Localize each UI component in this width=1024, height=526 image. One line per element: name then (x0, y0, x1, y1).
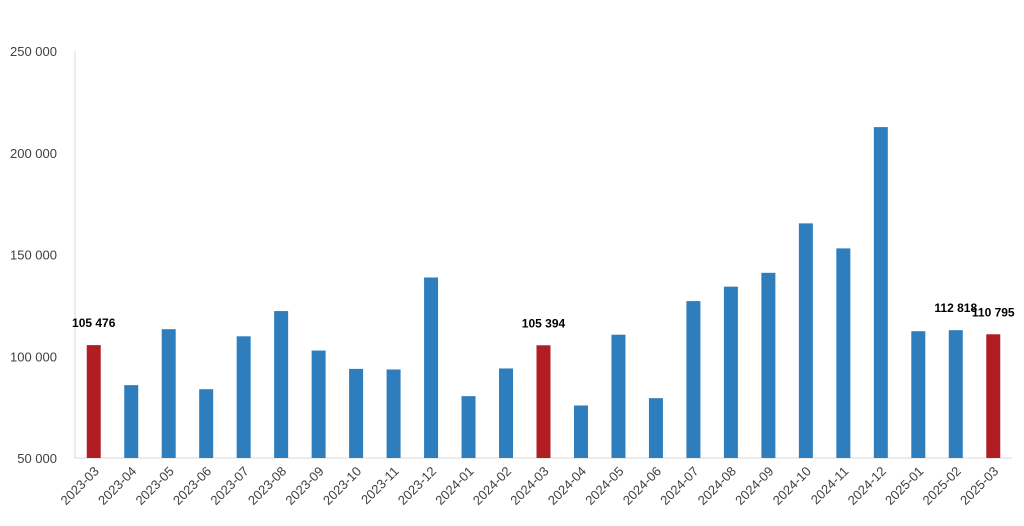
y-axis-labels: 50 000 100 000 150 000 200 000 250 000 (10, 44, 57, 466)
y-tick-label: 150 000 (10, 248, 57, 263)
x-tick-label: 2024-03 (507, 464, 551, 508)
bar-2025-02 (948, 330, 963, 458)
bar-2023-04 (124, 385, 139, 458)
x-tick-label: 2023-08 (245, 464, 289, 508)
bar-2024-04 (573, 405, 588, 458)
y-tick-label: 250 000 (10, 44, 57, 59)
y-tick-label: 200 000 (10, 146, 57, 161)
x-tick-label: 2023-05 (132, 464, 176, 508)
x-tick-label: 2024-09 (732, 464, 776, 508)
x-tick-label: 2024-08 (695, 464, 739, 508)
bar-2024-10 (798, 223, 813, 458)
bar-2025-01 (911, 331, 926, 458)
data-label: 105 476 (72, 316, 116, 330)
x-tick-label: 2023-09 (282, 464, 326, 508)
x-tick-label: 2024-07 (657, 464, 701, 508)
bar-2025-03 (986, 334, 1001, 458)
bar-2024-08 (723, 286, 738, 458)
bar-2024-12 (873, 127, 888, 458)
bar-2024-06 (648, 398, 663, 458)
bar-2023-09 (311, 350, 326, 458)
bar-2024-07 (686, 301, 701, 458)
bar-2023-06 (199, 389, 214, 458)
bar-2023-11 (386, 369, 401, 458)
x-tick-label: 2024-05 (582, 464, 626, 508)
x-tick-label: 2023-11 (358, 464, 402, 508)
bar-2023-05 (161, 329, 176, 458)
data-label: 110 795 (972, 305, 1015, 319)
x-axis-labels: 2023-032023-042023-052023-062023-072023-… (58, 464, 1002, 508)
x-tick-label: 2024-04 (545, 464, 589, 508)
bar-2023-12 (424, 277, 439, 458)
x-tick-label: 2023-12 (395, 464, 439, 508)
x-tick-label: 2024-06 (620, 464, 664, 508)
bars (86, 127, 1001, 458)
x-tick-label: 2023-04 (95, 464, 139, 508)
x-tick-label: 2025-01 (882, 464, 926, 508)
bar-2024-02 (499, 368, 514, 458)
bar-2024-09 (761, 272, 776, 458)
bar-2024-11 (836, 248, 851, 458)
bar-2023-10 (349, 368, 364, 458)
bar-2023-08 (274, 311, 289, 458)
x-tick-label: 2023-10 (320, 464, 364, 508)
bar-2024-05 (611, 334, 626, 458)
x-tick-label: 2023-06 (170, 464, 214, 508)
x-tick-label: 2025-03 (957, 464, 1001, 508)
x-tick-label: 2024-01 (432, 464, 476, 508)
x-tick-label: 2024-10 (770, 464, 814, 508)
x-tick-label: 2024-11 (808, 464, 852, 508)
bar-2024-01 (461, 396, 476, 458)
y-tick-label: 50 000 (17, 451, 57, 466)
bar-2023-03 (86, 345, 101, 458)
x-tick-label: 2024-02 (470, 464, 514, 508)
x-tick-label: 2024-12 (845, 464, 889, 508)
bar-2024-03 (536, 345, 551, 458)
y-tick-label: 100 000 (10, 349, 57, 364)
x-tick-label: 2023-07 (207, 464, 251, 508)
x-tick-label: 2023-03 (58, 464, 102, 508)
bar-2023-07 (236, 336, 251, 458)
data-label: 112 818 (934, 301, 977, 315)
data-label: 105 394 (522, 316, 566, 330)
x-tick-label: 2025-02 (920, 464, 964, 508)
